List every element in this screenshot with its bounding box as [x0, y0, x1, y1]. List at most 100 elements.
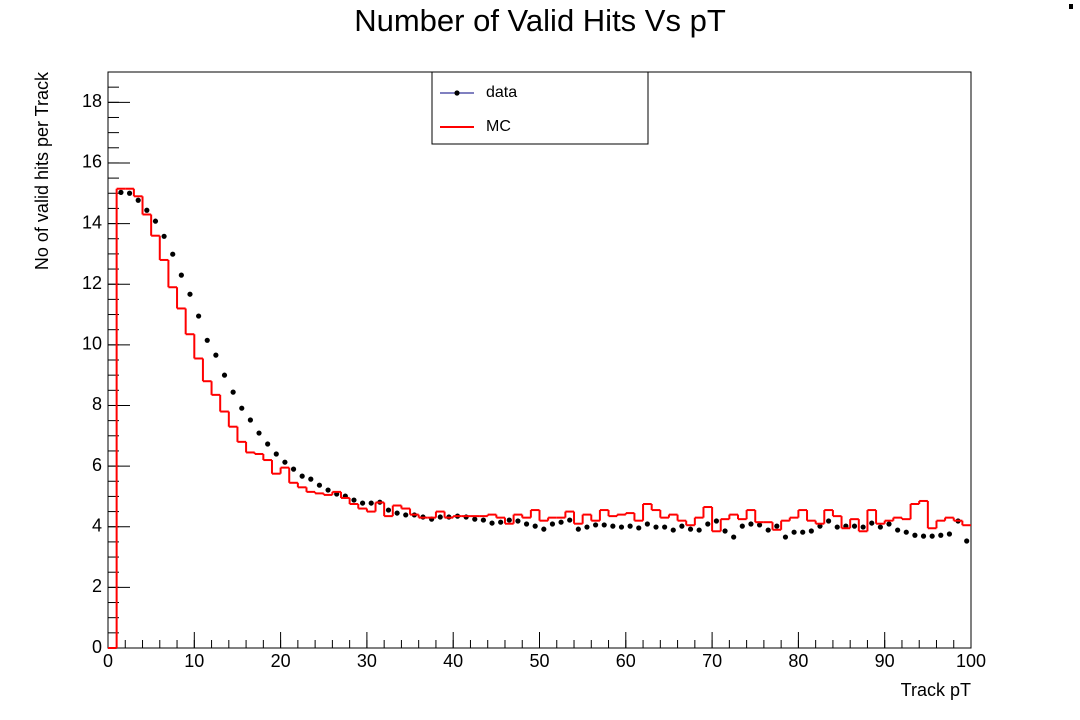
data-point — [946, 531, 953, 537]
x-tick-label: 70 — [702, 651, 722, 671]
data-point — [739, 523, 745, 529]
corner-marker — [1069, 4, 1073, 9]
data-point — [523, 521, 530, 527]
data-point — [929, 533, 935, 539]
data-point — [886, 521, 892, 527]
data-point — [558, 519, 564, 525]
data-point — [541, 526, 547, 532]
data-point — [204, 337, 210, 343]
data-point — [532, 523, 538, 529]
data-point — [765, 527, 771, 533]
data-point — [800, 529, 806, 535]
data-point — [653, 524, 659, 530]
y-tick-label: 18 — [82, 91, 102, 111]
data-point — [515, 518, 521, 524]
data-point — [627, 523, 633, 529]
legend-box — [431, 71, 649, 145]
data-point — [221, 372, 228, 378]
chart-title: Number of Valid Hits Vs pT — [354, 3, 726, 38]
data-point — [282, 459, 288, 465]
y-tick-label: 14 — [82, 212, 102, 232]
data-point — [152, 218, 159, 224]
data-point — [506, 517, 512, 523]
data-point — [705, 521, 711, 527]
x-tick-label: 90 — [875, 651, 895, 671]
legend-swatch-point — [454, 90, 460, 96]
x-tick-label: 0 — [103, 651, 113, 671]
y-tick-label: 10 — [82, 334, 102, 354]
y-tick-label: 16 — [82, 152, 102, 172]
data-point — [860, 524, 866, 530]
y-tick-label: 4 — [92, 515, 102, 535]
data-point — [403, 512, 409, 518]
data-point — [722, 528, 728, 534]
data-point — [748, 521, 754, 527]
data-point — [851, 523, 858, 529]
data-point — [239, 405, 245, 411]
legend-label: MC — [486, 118, 511, 135]
data-point — [567, 517, 573, 523]
data-point — [299, 473, 305, 479]
x-tick-label: 100 — [956, 651, 986, 671]
data-point — [662, 524, 668, 530]
data-point — [601, 522, 607, 528]
data-point — [230, 389, 236, 395]
y-axis-label: No of valid hits per Track — [32, 71, 52, 270]
data-point — [679, 523, 685, 529]
data-point — [713, 518, 720, 524]
data-point — [144, 207, 150, 213]
data-point — [920, 533, 927, 539]
y-tick-label: 0 — [92, 637, 102, 657]
data-point — [316, 482, 323, 488]
x-tick-label: 60 — [616, 651, 636, 671]
data-point — [480, 517, 487, 523]
x-tick-label: 40 — [443, 651, 463, 671]
data-point — [731, 534, 737, 540]
data-point — [472, 516, 478, 522]
data-point — [670, 527, 676, 533]
data-point — [782, 534, 789, 540]
data-point — [161, 233, 167, 239]
data-point — [118, 189, 124, 195]
legend-label: data — [486, 84, 517, 101]
data-point — [644, 521, 650, 527]
data-point — [256, 430, 262, 436]
data-point — [938, 532, 944, 538]
data-point — [610, 523, 616, 529]
x-tick-label: 20 — [271, 651, 291, 671]
data-point — [265, 441, 271, 447]
data-point — [308, 476, 314, 482]
data-point — [636, 525, 642, 531]
data-point — [325, 487, 331, 493]
data-point — [584, 524, 590, 530]
data-point — [592, 522, 599, 528]
data-point — [178, 272, 184, 278]
data-point — [903, 529, 909, 535]
data-point — [213, 352, 219, 358]
data-point — [877, 524, 883, 530]
data-point — [826, 518, 832, 524]
data-point — [359, 500, 366, 506]
data-point — [808, 528, 814, 534]
data-point — [196, 313, 202, 319]
data-point — [498, 519, 504, 525]
y-tick-label: 2 — [92, 576, 102, 596]
data-point — [489, 520, 495, 526]
data-point — [687, 526, 694, 532]
data-point — [817, 523, 823, 529]
data-point — [368, 500, 374, 506]
data-point — [126, 190, 133, 196]
data-point — [394, 510, 400, 516]
data-point — [170, 251, 176, 257]
data-point — [549, 521, 556, 527]
data-point — [351, 497, 357, 503]
data-point — [964, 538, 970, 544]
data-point — [696, 527, 702, 533]
y-tick-label: 8 — [92, 394, 102, 414]
data-point — [791, 529, 797, 535]
y-tick-label: 12 — [82, 273, 102, 293]
data-point — [869, 520, 875, 526]
data-point — [774, 523, 780, 529]
data-point — [895, 527, 901, 533]
